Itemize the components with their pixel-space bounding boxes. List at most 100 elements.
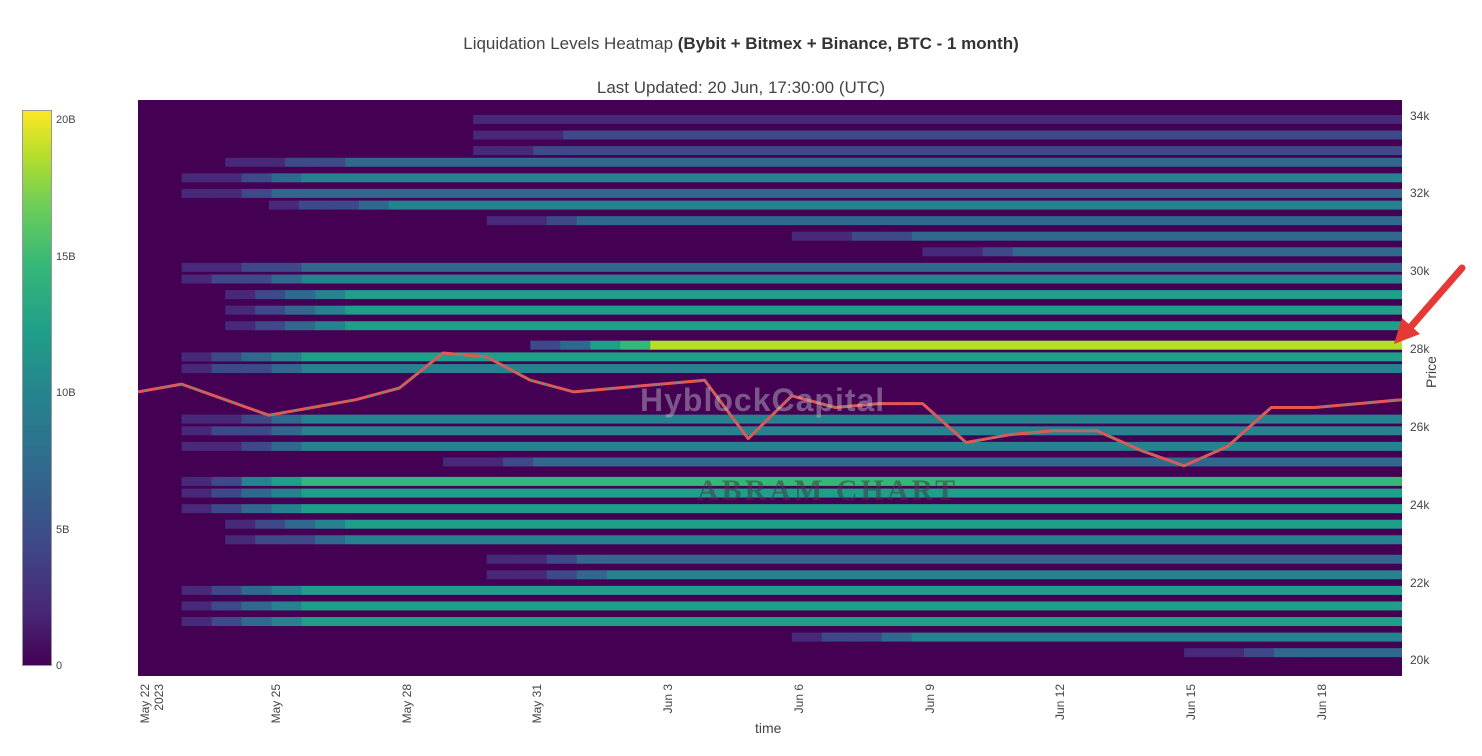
heatmap-band-fade: [181, 173, 213, 183]
heatmap-band-fade: [241, 173, 273, 183]
heatmap-band-fade: [255, 519, 287, 529]
heatmap-band-fade: [225, 157, 257, 167]
heatmap-band-fade: [211, 504, 243, 514]
heatmap-band: [911, 231, 1402, 241]
x-tick-label: Jun 12: [1053, 684, 1068, 721]
heatmap-band-fade: [298, 200, 330, 210]
heatmap-band-fade: [225, 321, 257, 331]
heatmap-band-fade: [225, 305, 257, 315]
y-tick-label: 26k: [1410, 419, 1430, 434]
heatmap-band-fade: [181, 352, 213, 362]
heatmap-band-fade: [922, 247, 954, 257]
price-line-candles: [138, 352, 1402, 467]
heatmap-band-fade: [211, 352, 243, 362]
heatmap-band: [606, 216, 1402, 226]
heatmap-band-fade: [255, 157, 287, 167]
heatmap-band-fade: [241, 414, 273, 424]
chart-subtitle: Last Updated: 20 Jun, 17:30:00 (UTC): [596, 78, 886, 97]
heatmap-band: [606, 554, 1402, 564]
heatmap-band-fade: [255, 535, 287, 545]
x-tick-label: Jun 9: [922, 684, 937, 714]
heatmap-band: [301, 504, 1402, 514]
heatmap-band-fade: [241, 441, 273, 451]
x-tick-label: Jun 3: [661, 684, 676, 714]
heatmap-band-fade: [881, 632, 913, 642]
heatmap-band: [301, 173, 1402, 183]
heatmap-band-fade: [443, 114, 475, 124]
x-tick-label: May 31: [530, 684, 545, 724]
heatmap-band: [563, 130, 1402, 140]
heatmap-band: [388, 200, 1402, 210]
heatmap-band-fade: [620, 340, 652, 350]
heatmap-band: [563, 114, 1402, 124]
heatmap-band-fade: [225, 290, 257, 300]
heatmap-band: [345, 290, 1402, 300]
heatmap-band-fade: [241, 262, 273, 272]
heatmap-plot-area[interactable]: [138, 100, 1402, 676]
heatmap-band-fade: [271, 426, 303, 436]
x-tick-label: Jun 15: [1184, 684, 1199, 721]
heatmap-band-fade: [533, 114, 565, 124]
colorbar-tick-label: 0: [56, 660, 63, 672]
x-tick-label: May 22 2023: [138, 684, 166, 724]
heatmap-band-fade: [1184, 648, 1216, 658]
heatmap-band-fade: [271, 617, 303, 627]
heatmap-band-fade: [443, 130, 475, 140]
heatmap-band-fade: [358, 200, 390, 210]
heatmap-band-fade: [516, 570, 548, 580]
heatmap-band: [606, 570, 1402, 580]
heatmap-band-fade: [211, 426, 243, 436]
heatmap-band-fade: [181, 488, 213, 498]
heatmap-band-fade: [271, 476, 303, 486]
heatmap-band-fade: [851, 632, 883, 642]
heatmap-band: [301, 188, 1402, 198]
heatmap-band-fade: [315, 535, 347, 545]
heatmap-band-fade: [211, 476, 243, 486]
heatmap-band-fade: [486, 554, 518, 564]
heatmap-band-fade: [241, 585, 273, 595]
heatmap-band-fade: [225, 535, 257, 545]
heatmap-band-fade: [285, 157, 317, 167]
heatmap-band-fade: [285, 519, 317, 529]
heatmap-band-fade: [211, 364, 243, 374]
heatmap-band: [301, 476, 1402, 486]
heatmap-band-fade: [211, 488, 243, 498]
heatmap-band-fade: [546, 554, 578, 564]
watermark-logo-text: HyblockCapital: [640, 382, 886, 418]
heatmap-band-fade: [241, 426, 273, 436]
heatmap-band-fade: [516, 554, 548, 564]
heatmap-band: [301, 414, 1402, 424]
colorbar: [22, 110, 52, 666]
heatmap-band: [301, 585, 1402, 595]
heatmap-band-fade: [315, 157, 347, 167]
heatmap-band-fade: [533, 130, 565, 140]
watermark-channel-text: ABRAM CHART: [697, 474, 959, 507]
heatmap-band-fade: [255, 305, 287, 315]
heatmap-band-fade: [211, 262, 243, 272]
heatmap-band-fade: [271, 441, 303, 451]
heatmap-band-fade: [590, 340, 622, 350]
colorbar-tick-label: 20B: [56, 114, 76, 126]
heatmap-band: [563, 146, 1402, 156]
colorbar-tick-label: 10B: [56, 387, 76, 399]
heatmap-band-fade: [181, 414, 213, 424]
heatmap-band: [301, 488, 1402, 498]
heatmap-band-fade: [271, 173, 303, 183]
heatmap-band-fade: [181, 441, 213, 451]
y-tick-label: 22k: [1410, 575, 1430, 590]
heatmap-band-fade: [241, 188, 273, 198]
heatmap-band-fade: [443, 457, 475, 467]
heatmap-band-fade: [576, 570, 608, 580]
x-tick-label: Jun 6: [791, 684, 806, 714]
x-tick-label: Jun 18: [1314, 684, 1329, 721]
heatmap-band-fade: [315, 519, 347, 529]
heatmap-band-fade: [211, 617, 243, 627]
heatmap-band-fade: [503, 146, 535, 156]
heatmap-band-fade: [271, 585, 303, 595]
heatmap-band-fade: [181, 601, 213, 611]
heatmap-band-fade: [530, 340, 562, 350]
heatmap-band-fade: [285, 535, 317, 545]
heatmap-band-fade: [473, 130, 505, 140]
heatmap-band-fade: [225, 519, 257, 529]
heatmap-band-fade: [241, 364, 273, 374]
